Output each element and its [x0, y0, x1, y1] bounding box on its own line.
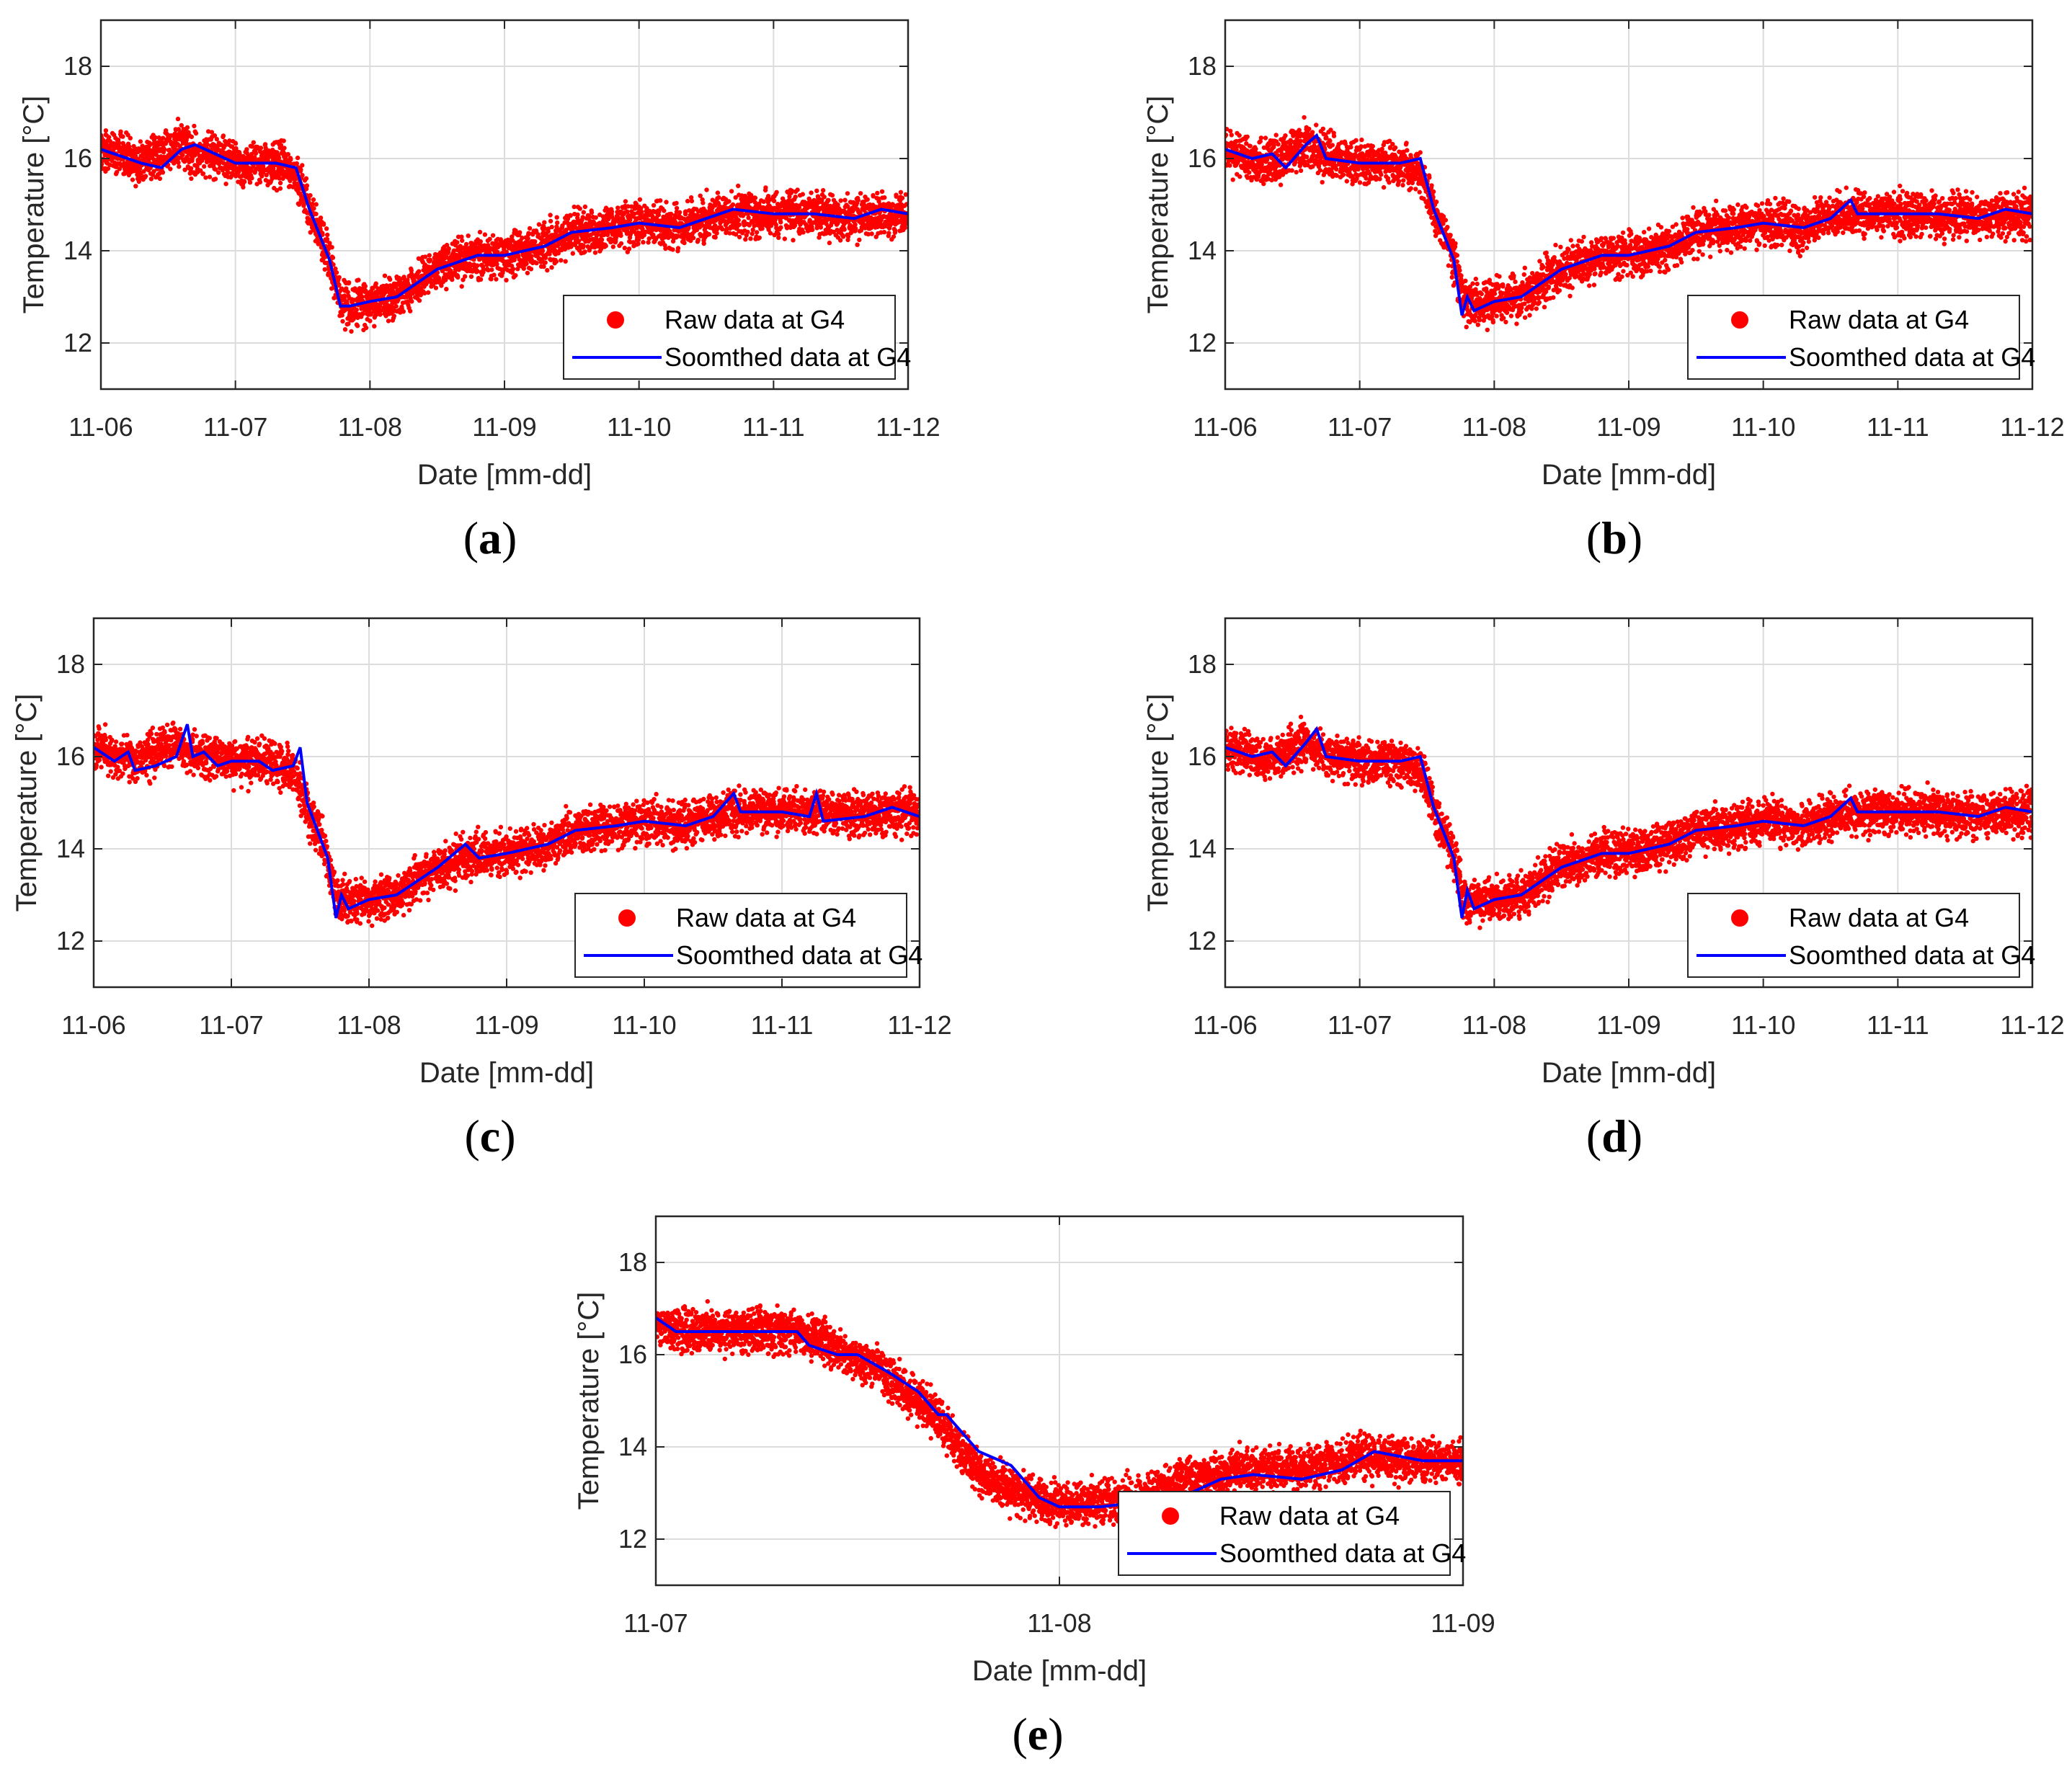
x-tick-label-6: 11-12	[2000, 412, 2064, 442]
legend-raw-label-d: Raw data at G4	[1789, 903, 1969, 932]
x-axis-title-e: Date [mm-dd]	[972, 1655, 1147, 1687]
y-axis-title-e: Temperature [°C]	[573, 1292, 605, 1510]
x-tick-label-2: 11-08	[1462, 412, 1526, 442]
chart-svg-b: 11-06 11-07 11-08 11-09 11-10 11-11 11-12 12 14 1…	[1038, 0, 2061, 591]
chart-svg-a: 11-06 11-07 11-08 11-09 11-10 11-11 11-12 12 14 1…	[0, 0, 1009, 591]
x-tick-label-6: 11-12	[876, 412, 940, 442]
y-tick-label-1: 14	[1188, 236, 1217, 265]
legend-smooth-label-d: Soomthed data at G4	[1789, 940, 2035, 970]
x-tick-label-0: 11-06	[61, 1010, 125, 1040]
x-tick-label-5: 11-11	[1867, 412, 1929, 442]
y-tick-label-3: 18	[1188, 51, 1217, 81]
x-tick-label-6: 11-12	[887, 1010, 951, 1040]
y-tick-label-1: 14	[56, 834, 85, 863]
x-tick-label-2: 11-08	[1462, 1010, 1526, 1040]
x-tick-label-3: 11-09	[1596, 412, 1660, 442]
chart-svg-d: 11-06 11-07 11-08 11-09 11-10 11-11 11-12 12 14 1…	[1038, 598, 2061, 1189]
caption-b: (b)	[1506, 512, 1722, 565]
chart-panel-e: 11-07 11-08 11-09 12 14 16 18 Date [mm-dd] Tempe…	[519, 1196, 1528, 1787]
legend-raw-marker-d	[1731, 909, 1748, 927]
y-tick-label-0: 12	[1188, 328, 1217, 357]
y-tick-label-3: 18	[618, 1247, 647, 1277]
y-tick-label-2: 16	[56, 741, 85, 771]
x-tick-label-4: 11-10	[1731, 412, 1795, 442]
x-tick-label-5: 11-11	[751, 1010, 814, 1040]
legend-b: Raw data at G4 Soomthed data at G4	[1688, 295, 2035, 379]
x-tick-label-0: 11-06	[68, 412, 133, 442]
caption-d: (d)	[1506, 1110, 1722, 1163]
legend-d: Raw data at G4 Soomthed data at G4	[1688, 894, 2035, 977]
legend-raw-label-e: Raw data at G4	[1219, 1501, 1400, 1530]
x-tick-label-0: 11-06	[1193, 412, 1257, 442]
y-axis-title-d: Temperature [°C]	[1142, 694, 1174, 912]
y-tick-label-0: 12	[618, 1524, 647, 1554]
x-tick-label-5: 11-11	[1867, 1010, 1929, 1040]
x-axis-title-b: Date [mm-dd]	[1542, 459, 1716, 491]
caption-e: (e)	[930, 1708, 1146, 1761]
x-tick-label-1: 11-07	[1328, 1010, 1392, 1040]
x-axis-title-a: Date [mm-dd]	[417, 459, 592, 491]
y-tick-label-2: 16	[63, 143, 92, 173]
x-axis-title-d: Date [mm-dd]	[1542, 1057, 1716, 1089]
y-tick-label-2: 16	[1188, 143, 1217, 173]
y-tick-label-1: 14	[618, 1432, 647, 1461]
legend-raw-label-c: Raw data at G4	[676, 903, 856, 932]
x-tick-label-4: 11-10	[612, 1010, 676, 1040]
x-tick-label-3: 11-09	[472, 412, 536, 442]
y-tick-label-1: 14	[63, 236, 92, 265]
x-tick-label-1: 11-07	[199, 1010, 263, 1040]
x-tick-label-2: 11-08	[338, 412, 402, 442]
y-tick-label-3: 18	[63, 51, 92, 81]
chart-panel-d: 11-06 11-07 11-08 11-09 11-10 11-11 11-12 12 14 1…	[1038, 598, 2061, 1189]
y-axis-title-b: Temperature [°C]	[1142, 96, 1174, 314]
chart-svg-c: 11-06 11-07 11-08 11-09 11-10 11-11 11-12 12 14 1…	[0, 598, 1009, 1189]
y-tick-label-0: 12	[1188, 926, 1217, 955]
y-tick-label-0: 12	[56, 926, 85, 955]
y-tick-label-1: 14	[1188, 834, 1217, 863]
legend-c: Raw data at G4 Soomthed data at G4	[575, 894, 922, 977]
chart-svg-e: 11-07 11-08 11-09 12 14 16 18 Date [mm-dd] Tempe…	[519, 1196, 1528, 1787]
x-tick-label-0: 11-07	[623, 1608, 688, 1638]
y-tick-label-2: 16	[618, 1340, 647, 1369]
y-axis-title-c: Temperature [°C]	[11, 694, 43, 912]
legend-smooth-label-e: Soomthed data at G4	[1219, 1538, 1466, 1568]
legend-smooth-label-c: Soomthed data at G4	[676, 940, 922, 970]
y-tick-label-3: 18	[1188, 649, 1217, 679]
x-tick-label-5: 11-11	[742, 412, 805, 442]
chart-panel-a: 11-06 11-07 11-08 11-09 11-10 11-11 11-12 12 14 1…	[0, 0, 1009, 591]
x-axis-title-c: Date [mm-dd]	[419, 1057, 594, 1089]
x-tick-label-2: 11-09	[1431, 1608, 1495, 1638]
caption-c: (c)	[382, 1110, 598, 1163]
x-tick-label-4: 11-10	[1731, 1010, 1795, 1040]
legend-raw-label-a: Raw data at G4	[664, 305, 845, 334]
x-tick-label-6: 11-12	[2000, 1010, 2064, 1040]
chart-panel-b: 11-06 11-07 11-08 11-09 11-10 11-11 11-12 12 14 1…	[1038, 0, 2061, 591]
legend-raw-marker-b	[1731, 311, 1748, 329]
legend-a: Raw data at G4 Soomthed data at G4	[564, 295, 911, 379]
legend-raw-marker-c	[618, 909, 636, 927]
x-tick-label-1: 11-07	[1328, 412, 1392, 442]
y-tick-label-3: 18	[56, 649, 85, 679]
x-tick-label-0: 11-06	[1193, 1010, 1257, 1040]
x-tick-label-3: 11-09	[474, 1010, 538, 1040]
x-tick-label-1: 11-07	[203, 412, 267, 442]
caption-a: (a)	[382, 512, 598, 565]
y-tick-label-2: 16	[1188, 741, 1217, 771]
chart-panel-c: 11-06 11-07 11-08 11-09 11-10 11-11 11-12 12 14 1…	[0, 598, 1009, 1189]
x-tick-label-2: 11-08	[337, 1010, 401, 1040]
legend-raw-label-b: Raw data at G4	[1789, 305, 1969, 334]
y-tick-label-0: 12	[63, 328, 92, 357]
legend-smooth-label-a: Soomthed data at G4	[664, 342, 911, 372]
legend-raw-marker-a	[607, 311, 624, 329]
legend-e: Raw data at G4 Soomthed data at G4	[1119, 1492, 1466, 1575]
y-axis-title-a: Temperature [°C]	[18, 96, 50, 314]
x-tick-label-1: 11-08	[1027, 1608, 1091, 1638]
x-tick-label-3: 11-09	[1596, 1010, 1660, 1040]
legend-raw-marker-e	[1162, 1507, 1179, 1525]
x-tick-label-4: 11-10	[607, 412, 671, 442]
legend-smooth-label-b: Soomthed data at G4	[1789, 342, 2035, 372]
